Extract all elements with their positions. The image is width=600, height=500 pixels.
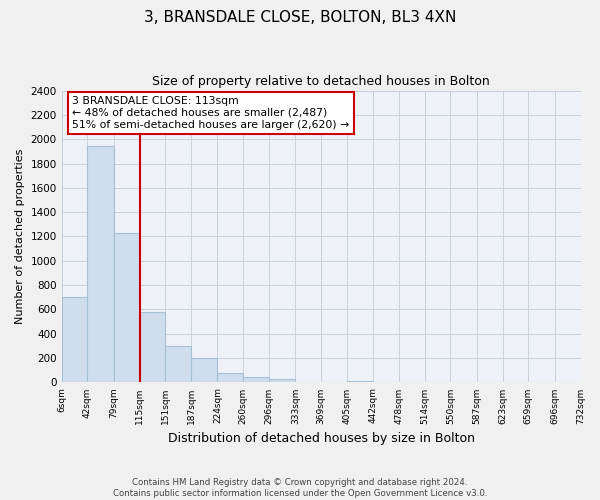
Bar [347,380,373,382]
Bar [165,346,191,383]
Text: Contains HM Land Registry data © Crown copyright and database right 2024.
Contai: Contains HM Land Registry data © Crown c… [113,478,487,498]
Bar [191,358,217,382]
Bar [62,298,88,382]
Y-axis label: Number of detached properties: Number of detached properties [15,149,25,324]
X-axis label: Distribution of detached houses by size in Bolton: Distribution of detached houses by size … [167,432,475,445]
Text: 3, BRANSDALE CLOSE, BOLTON, BL3 4XN: 3, BRANSDALE CLOSE, BOLTON, BL3 4XN [144,10,456,25]
Bar [88,146,114,382]
Bar [140,312,165,382]
Text: 3 BRANSDALE CLOSE: 113sqm
← 48% of detached houses are smaller (2,487)
51% of se: 3 BRANSDALE CLOSE: 113sqm ← 48% of detac… [72,96,349,130]
Bar [243,377,269,382]
Title: Size of property relative to detached houses in Bolton: Size of property relative to detached ho… [152,75,490,88]
Bar [217,372,243,382]
Bar [269,379,295,382]
Bar [114,233,140,382]
